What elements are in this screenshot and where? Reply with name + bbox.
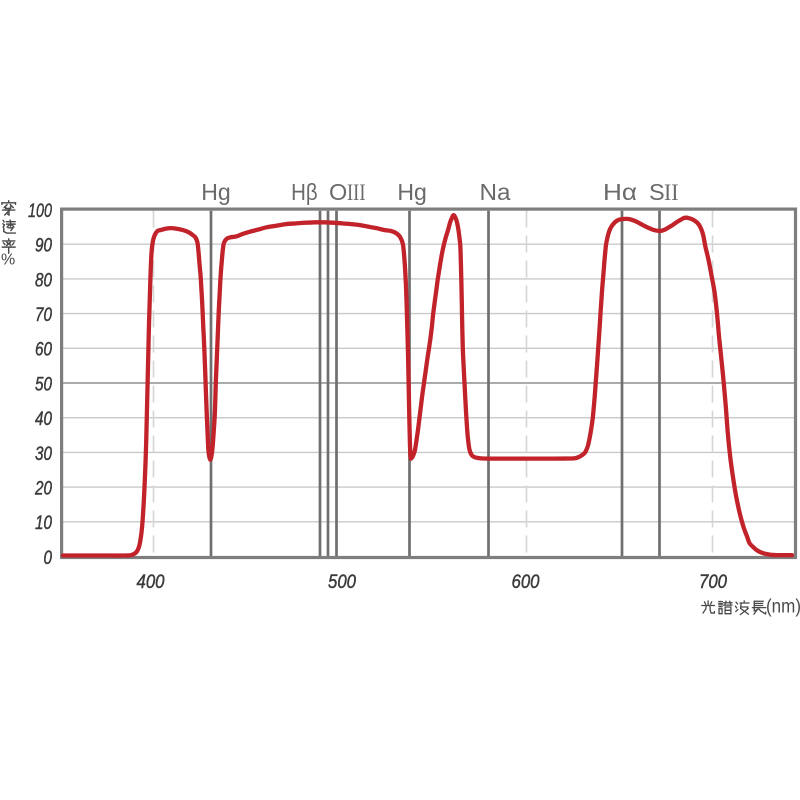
svg-text:Hg: Hg: [397, 179, 427, 205]
svg-text:100: 100: [28, 200, 52, 222]
svg-text:Hβ: Hβ: [291, 179, 318, 205]
svg-text:(nm): (nm): [766, 597, 800, 618]
svg-text:%: %: [1, 252, 15, 269]
svg-text:50: 50: [35, 373, 52, 395]
svg-text:O: O: [329, 179, 347, 205]
svg-text:600: 600: [512, 571, 540, 593]
svg-text:700: 700: [699, 571, 727, 593]
svg-text:400: 400: [137, 571, 165, 593]
svg-text:Hg: Hg: [201, 179, 231, 205]
svg-text:80: 80: [35, 269, 52, 291]
svg-text:40: 40: [35, 408, 52, 430]
svg-text:70: 70: [35, 304, 52, 326]
svg-text:0: 0: [44, 547, 53, 569]
svg-text:Na: Na: [480, 179, 512, 205]
svg-text:Hα: Hα: [603, 179, 637, 205]
svg-text:500: 500: [328, 571, 356, 593]
svg-text:III: III: [347, 180, 366, 206]
svg-text:30: 30: [35, 443, 52, 465]
svg-text:20: 20: [34, 478, 52, 500]
svg-text:60: 60: [35, 339, 52, 361]
svg-text:90: 90: [35, 235, 52, 257]
svg-text:10: 10: [35, 512, 52, 534]
svg-text:S: S: [649, 179, 665, 205]
svg-text:II: II: [664, 180, 679, 206]
